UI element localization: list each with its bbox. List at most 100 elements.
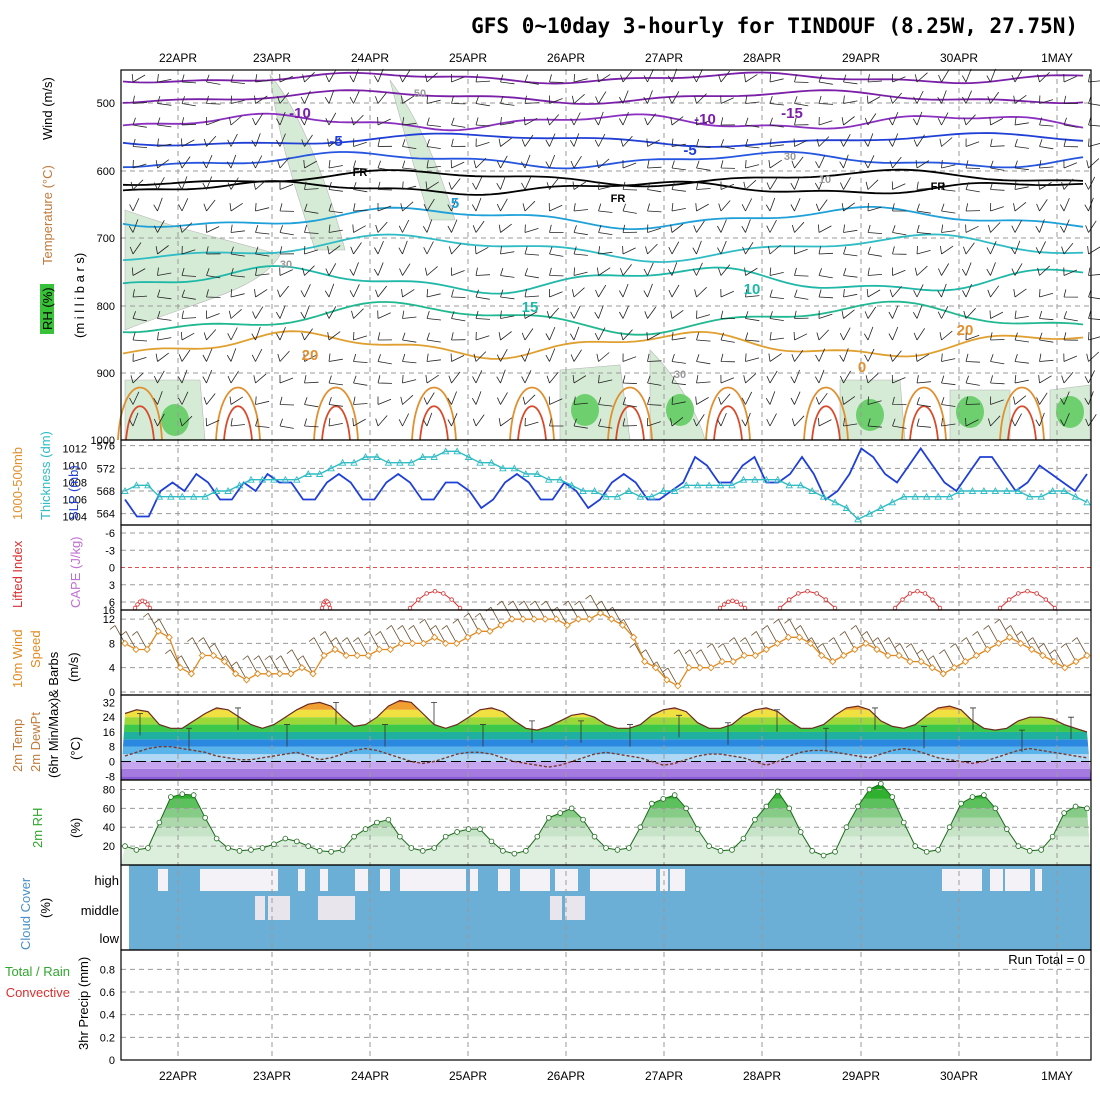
wind-barb bbox=[594, 111, 604, 126]
wind10-barb bbox=[286, 649, 303, 668]
wind-barb bbox=[206, 310, 220, 319]
wind-barb bbox=[814, 176, 825, 190]
wind-barb bbox=[203, 135, 217, 147]
wind-barb bbox=[1084, 176, 1096, 190]
wind10-speed-point bbox=[674, 682, 682, 690]
wind-barb bbox=[496, 176, 506, 190]
wind-barb bbox=[1088, 74, 1100, 83]
lifted-index-point bbox=[449, 597, 454, 602]
wind-barb bbox=[450, 159, 465, 169]
temp-contour-4 bbox=[122, 150, 1084, 170]
thickness-point bbox=[224, 487, 232, 494]
wind-barb bbox=[570, 155, 582, 169]
wind-barb bbox=[595, 284, 607, 298]
wind-barb bbox=[766, 413, 777, 427]
contour-label-8: 5 bbox=[451, 195, 459, 212]
wind-barb bbox=[815, 392, 828, 405]
lifted-index-point bbox=[892, 605, 898, 611]
wind10-barb bbox=[684, 649, 701, 668]
wind10-barb bbox=[994, 619, 1010, 638]
wind-barb bbox=[717, 412, 727, 427]
ylabel-2m-dewpt: 2m DewPt bbox=[28, 712, 43, 772]
rh2m-point bbox=[419, 848, 426, 854]
rh2m-point bbox=[797, 829, 804, 835]
wind-barb bbox=[275, 305, 286, 319]
wind-barb bbox=[990, 354, 1005, 365]
wind-barb bbox=[546, 307, 560, 319]
li-tick-4: 6 bbox=[109, 597, 115, 609]
wind-barb bbox=[916, 375, 931, 384]
wind-barb bbox=[402, 160, 417, 170]
wind-barb bbox=[867, 74, 883, 83]
wind10-barb bbox=[319, 631, 336, 650]
lifted-index-point bbox=[432, 589, 438, 594]
wind-barb bbox=[745, 117, 760, 128]
wind10-barb bbox=[861, 631, 878, 650]
lifted-index-point bbox=[814, 591, 819, 596]
contour-label-18: 10 bbox=[819, 174, 831, 186]
wind-barb bbox=[889, 286, 902, 298]
wind-barb bbox=[475, 331, 490, 341]
wind-barb bbox=[668, 91, 680, 104]
wind-barb bbox=[794, 74, 809, 83]
ylabel-cloud-units: (%) bbox=[38, 898, 53, 918]
wind-barb bbox=[1088, 117, 1100, 127]
wind-barb bbox=[573, 267, 588, 276]
wind-barb bbox=[790, 391, 801, 405]
wind-barb bbox=[841, 396, 856, 405]
wind-barb bbox=[937, 305, 949, 319]
wind-barb bbox=[1035, 219, 1045, 233]
wind10-barb bbox=[916, 649, 933, 668]
lifted-index-point bbox=[407, 605, 413, 611]
wind-barb bbox=[178, 391, 189, 405]
wind-barb bbox=[840, 177, 851, 190]
wind-barb bbox=[328, 160, 343, 169]
wind-barb bbox=[279, 246, 295, 255]
chart-title: GFS 0~10day 3-hourly for TINDOUF (8.25W,… bbox=[471, 14, 1078, 38]
wind-barb bbox=[1014, 332, 1029, 343]
day-label-bottom-3: 25APR bbox=[449, 1069, 487, 1083]
wind10-speed-point bbox=[829, 657, 837, 666]
wind-barb bbox=[965, 331, 980, 341]
day-label-bottom-1: 23APR bbox=[253, 1069, 291, 1083]
day-label-top-6: 28APR bbox=[743, 51, 781, 65]
wind-barb bbox=[349, 68, 359, 83]
wind-barb bbox=[328, 353, 343, 362]
wind-barb bbox=[521, 328, 534, 341]
wind-barb bbox=[986, 262, 996, 276]
wind-barb bbox=[496, 155, 508, 169]
lifted-index-point bbox=[327, 605, 333, 611]
wind-barb bbox=[402, 353, 417, 364]
wind-barb bbox=[398, 240, 408, 255]
wind-barb bbox=[888, 133, 899, 147]
wind-barb bbox=[179, 415, 193, 427]
wind-barb bbox=[843, 95, 858, 104]
wind-barb bbox=[597, 74, 611, 83]
cloud-mid-4 bbox=[565, 896, 585, 920]
day-label-bottom-0: 22APR bbox=[159, 1069, 197, 1083]
wind-barb bbox=[153, 413, 165, 427]
wind-barb bbox=[451, 332, 466, 341]
rh2m-point bbox=[259, 845, 266, 851]
cloud-high-9 bbox=[520, 869, 550, 891]
wind-barb bbox=[130, 179, 144, 190]
upper-ylabels: Wind (m/s) Temperature (°C) RH (%) (m i … bbox=[40, 77, 87, 338]
wind-barb bbox=[865, 179, 879, 190]
wind-barb bbox=[1039, 117, 1054, 127]
wind-barb bbox=[717, 219, 727, 233]
wind-barb bbox=[353, 375, 368, 386]
wind-barb bbox=[255, 224, 270, 235]
wind-barb bbox=[769, 332, 784, 341]
contour-label-5: FR bbox=[353, 167, 368, 179]
wind-barb bbox=[327, 137, 341, 147]
wind10-barb bbox=[1049, 649, 1066, 668]
day-label-bottom-8: 30APR bbox=[940, 1069, 978, 1083]
lifted-index-point bbox=[319, 605, 325, 611]
wind-barb bbox=[351, 308, 364, 319]
wind-barb bbox=[255, 246, 270, 257]
rh2m-point bbox=[477, 826, 483, 832]
rh2m-point bbox=[1004, 826, 1010, 832]
wind-barb bbox=[989, 116, 1004, 126]
wind-barb bbox=[814, 369, 825, 384]
wind-barb bbox=[1039, 332, 1054, 343]
